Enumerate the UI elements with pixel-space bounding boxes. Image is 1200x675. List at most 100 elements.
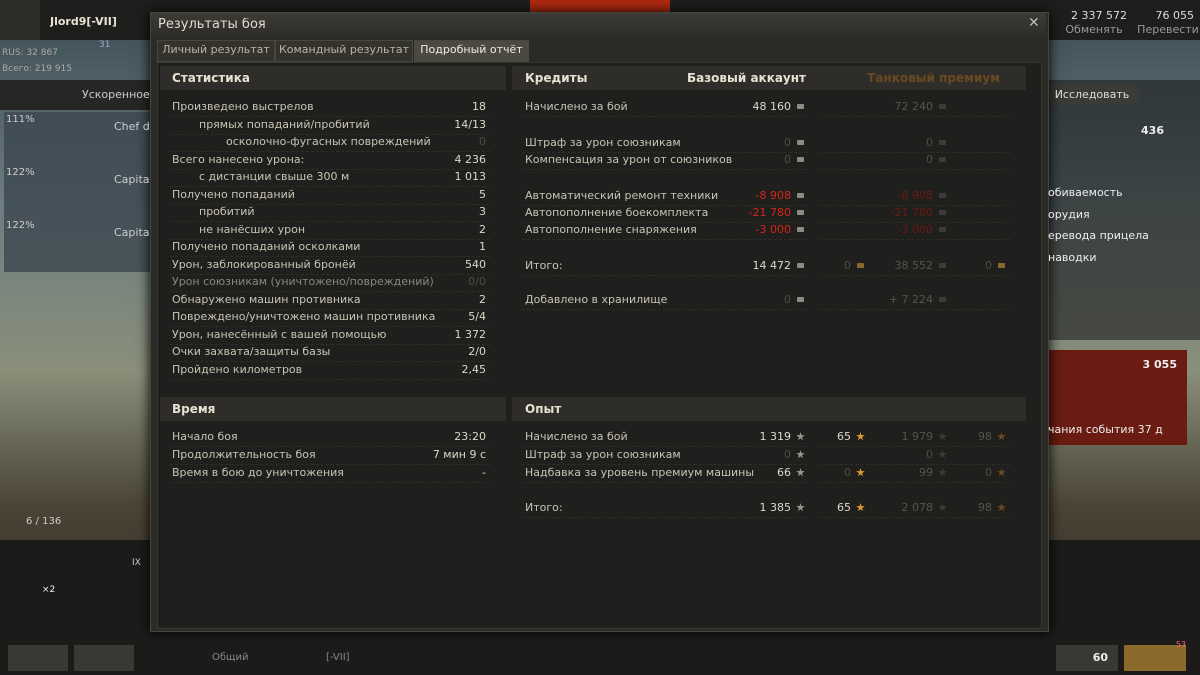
event-banner[interactable] [1047, 350, 1187, 445]
player-name: Jlord9[-VII] [50, 15, 117, 28]
credit-icon [939, 297, 946, 302]
transfer-link[interactable]: Перевести [1137, 23, 1199, 36]
stat-label: осколочно-фугасных повреждений [226, 135, 431, 148]
row-divider [170, 116, 490, 117]
credits-value: 14 472 [752, 259, 792, 272]
chat-channel: Общий [212, 652, 249, 663]
exchange-link[interactable]: Обменять [1065, 23, 1123, 36]
experience-label: Итого: [525, 501, 563, 514]
credits-value: + 7 224 [888, 293, 933, 306]
credit-icon [797, 263, 804, 268]
stat-value: 4 236 [454, 152, 487, 166]
column-title: Базовый аккаунт [686, 71, 806, 85]
row-divider [522, 222, 807, 223]
stat-label: пробитий [199, 205, 255, 218]
tab-label[interactable]: Командный результат [278, 43, 410, 56]
credits-label: Добавлено в хранилище [525, 293, 668, 306]
experience-value: 0 [926, 448, 933, 461]
stat-value: 3 [479, 205, 486, 218]
tab-label[interactable]: Личный результат [162, 43, 270, 56]
stat-value: 2/0 [468, 345, 486, 358]
window-title-bar [151, 13, 1046, 38]
stat-value: 18 [472, 100, 486, 113]
section-title: Время [172, 402, 216, 416]
row-divider [170, 378, 490, 380]
crew-name: Capitai [114, 226, 150, 239]
row-divider [820, 464, 1010, 465]
friends-button[interactable] [74, 645, 134, 671]
section-title: Кредиты [525, 71, 588, 85]
row-divider [820, 446, 1010, 447]
credits-label: Начислено за бой [525, 100, 628, 113]
time-value: 7 мин 9 с [432, 448, 486, 461]
row-divider [820, 116, 1010, 117]
row-divider [820, 517, 1010, 518]
xp-icon [856, 468, 865, 477]
section-header [160, 66, 506, 90]
row-divider [820, 275, 1010, 276]
experience-value: 1 979 [901, 430, 934, 443]
xp-icon [938, 432, 947, 441]
settings-button[interactable] [0, 0, 40, 40]
research-button[interactable] [1047, 85, 1139, 105]
credit-icon [857, 263, 864, 268]
clan-channel: [-VII] [326, 652, 350, 663]
experience-label: Надбавка за уровень премиум машины [525, 466, 755, 479]
vehicle-param: орудия [1048, 207, 1090, 221]
stat-value: 1 [479, 240, 486, 253]
event-timer: чания события 37 д [1048, 423, 1163, 436]
row-divider [170, 343, 490, 345]
section-header [512, 66, 1026, 90]
row-divider [170, 133, 490, 135]
platoon-button[interactable] [8, 645, 68, 671]
tab[interactable] [275, 40, 413, 62]
xp-icon [796, 468, 805, 477]
row-divider [522, 116, 807, 117]
credit-icon [797, 157, 804, 162]
row-divider [170, 238, 490, 240]
stat-label: Очки захвата/защиты базы [172, 345, 331, 358]
battle-button[interactable] [530, 0, 670, 12]
tab[interactable] [157, 40, 275, 62]
xp-icon [997, 503, 1006, 512]
row-divider [820, 239, 1010, 240]
stat-value: 5 [479, 187, 486, 201]
row-divider [522, 275, 807, 276]
credits-value: -21 780 [748, 206, 791, 219]
section-title: Статистика [172, 71, 250, 85]
xp-icon [856, 503, 865, 512]
stat-value: 540 [465, 257, 486, 271]
row-divider [820, 309, 1010, 310]
credit-icon [939, 140, 946, 145]
vehicle-tier: IX [132, 558, 141, 568]
stat-value: 2 [479, 292, 486, 306]
credit-icon [998, 263, 1005, 268]
close-button[interactable]: ✕ [1028, 15, 1040, 31]
credits-label: Автопополнение боекомплекта [525, 206, 709, 219]
crew-percent: 111% [6, 114, 35, 125]
gold: 76 055 [1155, 9, 1195, 22]
research-label[interactable]: Исследовать [1054, 88, 1130, 101]
credits-value: 0 [784, 293, 791, 306]
credits-value: 0 [926, 153, 933, 166]
row-divider [170, 361, 490, 362]
stat-label: Получено попаданий [172, 187, 295, 201]
time-label: Продолжительность боя [172, 448, 316, 461]
notifications-button[interactable] [1124, 645, 1186, 671]
tab[interactable] [414, 40, 529, 62]
experience-value: 65 [837, 501, 851, 514]
tab-label[interactable]: Подробный отчёт [420, 43, 523, 56]
crew-header [0, 80, 150, 110]
notification-count: 53 [1175, 640, 1186, 649]
experience-value: 0 [784, 448, 791, 461]
row-divider [170, 203, 490, 205]
credit-icon [939, 193, 946, 198]
credits-label: Штраф за урон союзникам [525, 136, 681, 149]
ranks-button[interactable] [1056, 645, 1118, 671]
experience-value: 0 [985, 466, 992, 479]
credit-icon [939, 210, 946, 215]
credits-value: 0 [985, 259, 992, 272]
stat-label: Пройдено километров [172, 362, 303, 376]
credits-value: 0 [784, 153, 791, 166]
